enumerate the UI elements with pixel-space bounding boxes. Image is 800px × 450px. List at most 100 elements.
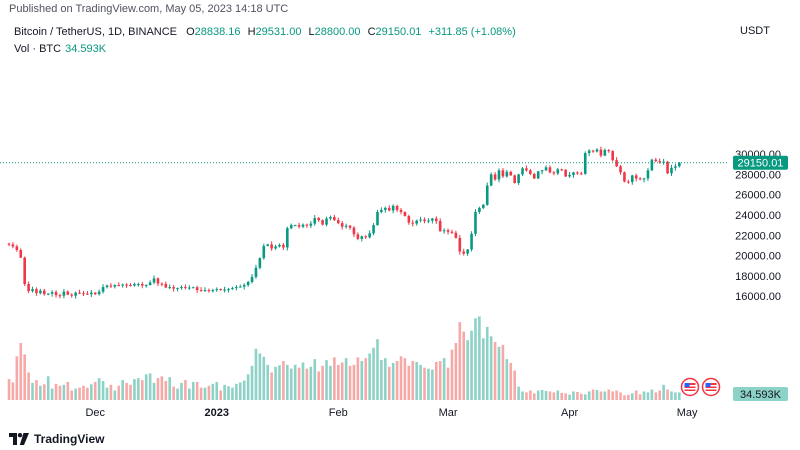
candle-body [595,149,599,152]
change-value: +311.85 (+1.08%) [428,26,516,38]
volume-bar [129,384,132,400]
candle-body [333,217,336,221]
volume-bar [583,394,587,400]
currency-label: USDT [740,25,770,37]
volume-bar [305,368,309,400]
candle-body [152,278,156,283]
volume-label[interactable]: Vol · BTC [14,43,62,55]
volume-bar [670,391,673,400]
volume-bar [395,361,399,400]
candle-body [78,292,81,294]
x-tick-label: Apr [561,407,578,419]
volume-bar [521,391,524,400]
candle-body [442,230,446,232]
volume-bar [42,384,46,400]
volume-bar [391,362,395,400]
volume-bar [39,385,42,400]
candle-body [513,175,516,184]
candle-body [474,211,477,234]
volume-bar [615,390,618,400]
volume-bar [164,381,168,400]
candle-body [148,282,152,286]
candle-body [599,149,603,156]
volume-bar [223,384,226,400]
volume-bar [286,364,289,400]
volume-bar [105,387,109,400]
candle-body [619,166,622,173]
candle-body [258,258,262,268]
volume-bar [62,384,66,400]
volume-bar [591,389,595,400]
candle-body [678,162,681,167]
x-tick-label: Feb [329,407,348,419]
volume-bar [485,326,489,400]
candle-body [576,172,579,174]
candle-body [113,285,117,287]
volume-bar [501,344,505,400]
candle-body [395,205,399,210]
volume-bar [548,391,552,400]
candle-body [438,221,442,232]
candle-body [82,293,85,295]
candle-body [309,223,313,226]
x-tick-label: Mar [439,407,458,419]
volume-bar [525,392,528,400]
volume-bar [529,390,532,400]
x-tick-label: 2023 [205,407,229,419]
volume-bar [587,391,591,400]
x-tick-label: Dec [85,407,105,419]
candle-body [329,217,332,219]
candle-body [627,181,630,183]
volume-bar [35,380,38,400]
candle-body [380,209,383,212]
volume-bar [70,390,74,400]
candle-body [274,246,277,249]
candle-body [344,225,348,227]
volume-bar [646,392,650,400]
candle-body [172,287,175,289]
candle-body [670,167,673,174]
volume-bar [619,392,622,400]
volume-bar [242,380,246,400]
volume-bar [293,364,297,400]
volume-bar [23,354,26,400]
candle-body [250,276,254,282]
candle-body [532,173,536,179]
candle-body [238,286,242,288]
volume-bar [262,356,266,400]
candle-body [615,160,618,167]
candle-body [231,288,234,290]
volume-bar [364,358,368,400]
volume-bar [15,356,19,400]
volume-bar [274,366,277,400]
volume-bar [336,364,340,400]
volume-bar [470,330,473,400]
volume-bar [172,386,175,400]
volume-bar [552,392,556,400]
y-tick-label: 18000.00 [735,271,781,283]
volume-bar [438,361,442,400]
candle-body [121,284,124,286]
volume-bar [411,361,415,400]
candle-body [74,292,77,296]
volume-bar [623,395,626,400]
candle-body [446,230,450,232]
symbol-title[interactable]: Bitcoin / TetherUS, 1D, BINANCE [14,26,178,38]
candle-body [42,290,46,295]
volume-bar [215,381,219,400]
candle-body [317,218,320,221]
volume-bar [168,377,172,400]
volume-bar [576,391,579,400]
candle-body [376,211,379,226]
candle-body [325,218,328,225]
volume-bar [489,336,493,400]
candle-body [662,161,665,163]
tradingview-footer[interactable]: TradingView [9,432,104,446]
volume-bar [544,390,548,401]
volume-bar [568,394,571,400]
footer-brand: TradingView [34,432,105,446]
volume-bar [654,392,658,400]
candle-body [580,173,583,175]
volume-bars [7,316,681,401]
